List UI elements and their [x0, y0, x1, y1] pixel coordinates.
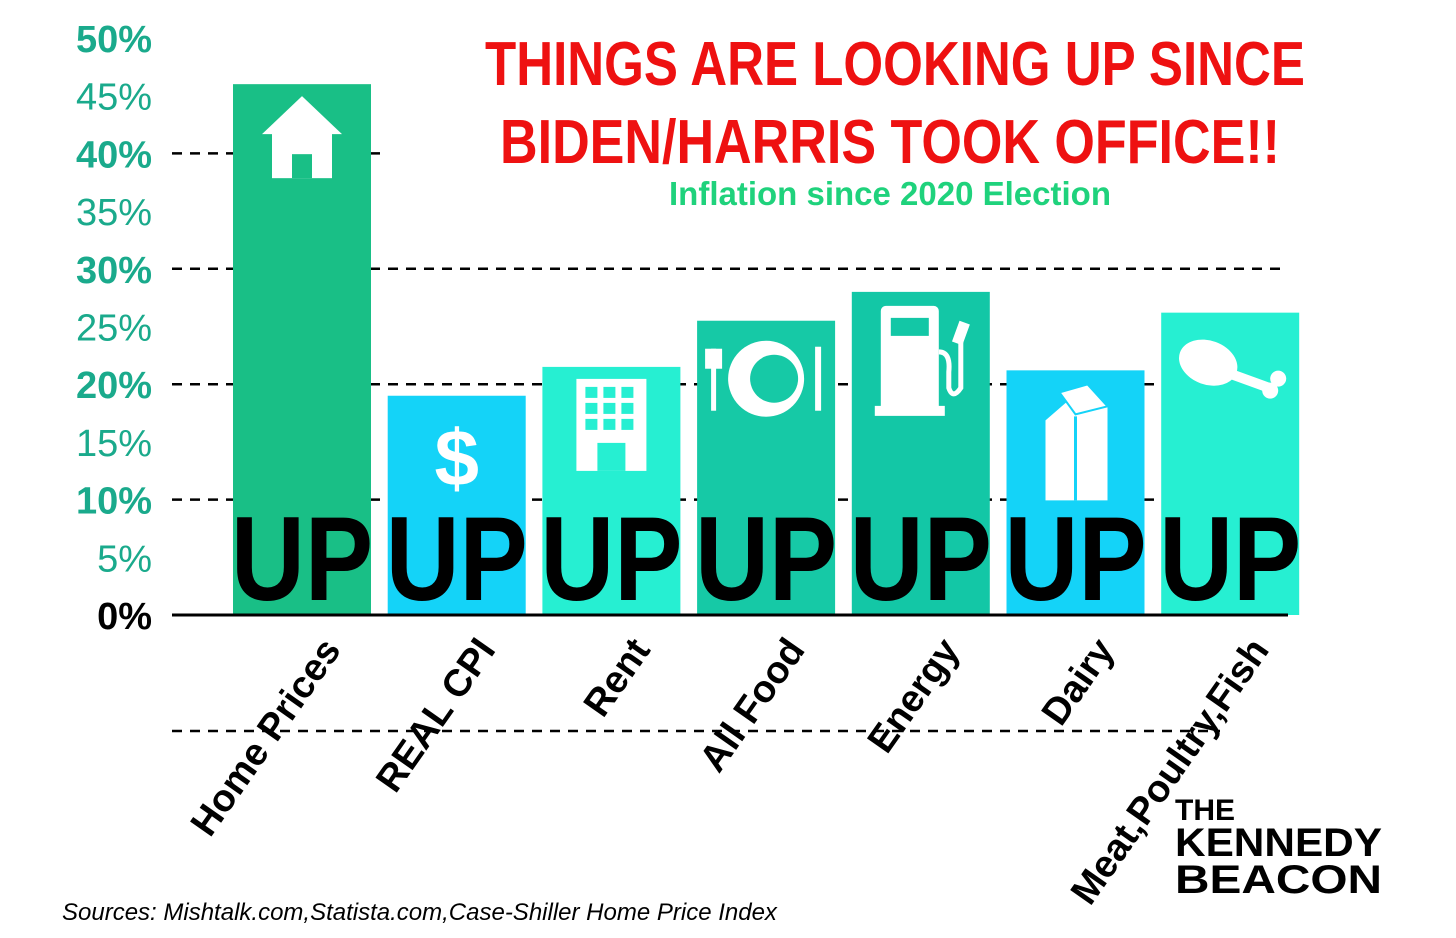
- x-axis: Home Prices REAL CPI Rent All Food Energy Dai…: [172, 613, 1288, 912]
- y-tick-label: 35%: [76, 192, 152, 234]
- bar-group-meat-poultry-fish: UP: [1159, 312, 1301, 626]
- plate-icon: [705, 340, 822, 417]
- x-tick-label: Energy: [860, 631, 968, 761]
- bar: [387, 395, 526, 615]
- source-note: Sources: Mishtalk.com,Statista.com,Case-…: [62, 899, 778, 926]
- x-tick-label: All Food: [692, 631, 814, 780]
- y-tick-label: 25%: [76, 308, 152, 350]
- bar-up-label: UP: [540, 492, 682, 626]
- y-tick-label: 20%: [76, 365, 152, 407]
- milk-carton-icon: [1045, 383, 1110, 501]
- bar-group-energy: UP: [850, 291, 992, 626]
- bar-up-label: UP: [1159, 492, 1301, 626]
- y-tick-label: 10%: [76, 481, 152, 523]
- y-tick-label: 40%: [76, 134, 152, 176]
- bar-group-home-prices: UP: [231, 84, 373, 626]
- bar-up-label: UP: [1005, 492, 1147, 626]
- svg-text:THE: THE: [1175, 794, 1235, 827]
- y-tick-label: 0%: [97, 596, 152, 638]
- bar-group-all-food: UP: [695, 320, 837, 626]
- bar-up-label: UP: [850, 492, 992, 626]
- y-tick-label: 50%: [76, 19, 152, 61]
- bar-up-label: UP: [386, 492, 528, 626]
- y-axis: 0% 5% 10% 15% 20% 25% 30% 35% 40% 45% 50%: [76, 19, 152, 638]
- y-tick-label: 30%: [76, 250, 152, 292]
- bars: UP$UP UP UP UP UP UP: [231, 84, 1301, 626]
- kennedy-beacon-logo: THE KENNEDY BEACON: [1175, 794, 1382, 902]
- x-tick-label: REAL CPI: [368, 631, 504, 800]
- bar-group-dairy: UP: [1005, 370, 1147, 626]
- house-icon: [262, 96, 342, 179]
- chart-title-line-1: THINGS ARE LOOKING UP SINCE: [485, 30, 1305, 99]
- x-tick-label: Dairy: [1034, 631, 1123, 733]
- y-tick-label: 15%: [76, 423, 152, 465]
- bar-group-rent: UP: [540, 366, 682, 626]
- bar-group-real-cpi: $UP: [386, 395, 528, 626]
- bar-up-label: UP: [231, 492, 373, 626]
- svg-text:BEACON: BEACON: [1175, 858, 1382, 902]
- svg-text:KENNEDY: KENNEDY: [1175, 821, 1382, 865]
- x-tick-label: Rent: [576, 631, 659, 725]
- y-tick-label: 45%: [76, 77, 152, 119]
- dollar-icon: $: [434, 414, 479, 503]
- x-tick-label: Home Prices: [183, 631, 349, 844]
- chart-subtitle: Inflation since 2020 Election: [669, 175, 1111, 212]
- bar-up-label: UP: [695, 492, 837, 626]
- drumstick-icon: [1179, 339, 1287, 399]
- building-icon: [576, 378, 647, 471]
- svg-text:$: $: [434, 414, 479, 503]
- fuel-pump-icon: [874, 305, 970, 416]
- y-tick-label: 5%: [97, 538, 152, 580]
- chart-title-line-2: BIDEN/HARRIS TOOK OFFICE!!: [500, 108, 1280, 177]
